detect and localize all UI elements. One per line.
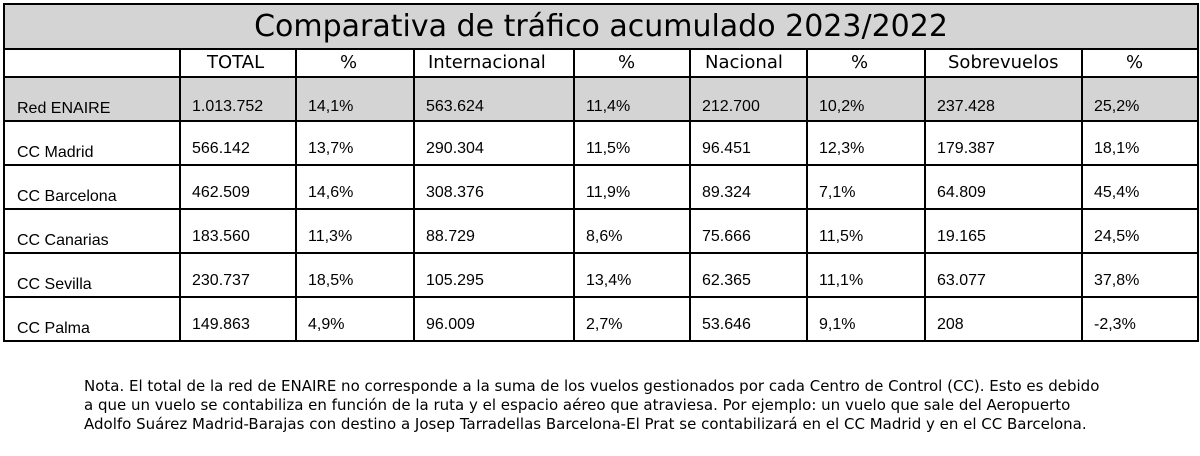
footnote-line: a que un vuelo se contabiliza en función… — [84, 396, 1071, 414]
total-cell: 566.142 — [179, 120, 297, 166]
nacional-pct-cell: 7,1% — [806, 164, 926, 210]
nacional-cell: 212.700 — [689, 76, 808, 122]
nacional-pct-cell: 11,5% — [806, 208, 926, 254]
total-cell: 462.509 — [179, 164, 297, 210]
table-row: CC Canarias 183.560 11,3% 88.729 8,6% 75… — [3, 208, 1200, 254]
column-header-nacional-pct: % — [806, 48, 926, 78]
table-row: Red ENAIRE 1.013.752 14,1% 563.624 11,4%… — [3, 76, 1200, 122]
total-pct-cell: 13,7% — [295, 120, 415, 166]
sobrevuelos-cell: 19.165 — [924, 208, 1083, 254]
column-header-sobrevuelos: Sobrevuelos — [924, 48, 1083, 78]
internacional-pct-cell: 11,5% — [573, 120, 691, 166]
sobrevuelos-pct-cell: 24,5% — [1080, 208, 1200, 254]
table-row: CC Madrid 566.142 13,7% 290.304 11,5% 96… — [3, 120, 1200, 166]
internacional-pct-cell: 13,4% — [573, 252, 691, 298]
sobrevuelos-cell: 64.809 — [924, 164, 1083, 210]
sobrevuelos-pct-cell: 37,8% — [1080, 252, 1200, 298]
internacional-cell: 88.729 — [413, 208, 575, 254]
row-label: CC Sevilla — [3, 252, 181, 298]
column-header-total: TOTAL — [179, 48, 297, 78]
sobrevuelos-pct-cell: 45,4% — [1080, 164, 1200, 210]
internacional-cell: 563.624 — [413, 76, 575, 122]
nacional-pct-cell: 11,1% — [806, 252, 926, 298]
sobrevuelos-cell: 63.077 — [924, 252, 1083, 298]
sobrevuelos-cell: 237.428 — [924, 76, 1083, 122]
sobrevuelos-cell: 208 — [924, 296, 1083, 342]
total-pct-cell: 4,9% — [295, 296, 415, 342]
total-cell: 1.013.752 — [179, 76, 297, 122]
table-row: CC Palma 149.863 4,9% 96.009 2,7% 53.646… — [3, 296, 1200, 342]
internacional-pct-cell: 2,7% — [573, 296, 691, 342]
nacional-pct-cell: 9,1% — [806, 296, 926, 342]
row-label: Red ENAIRE — [3, 76, 181, 122]
table-row: CC Barcelona 462.509 14,6% 308.376 11,9%… — [3, 164, 1200, 210]
footnote-line: Adolfo Suárez Madrid-Barajas con destino… — [84, 415, 1087, 433]
internacional-cell: 308.376 — [413, 164, 575, 210]
internacional-cell: 96.009 — [413, 296, 575, 342]
table-row: CC Sevilla 230.737 18,5% 105.295 13,4% 6… — [3, 252, 1200, 298]
internacional-pct-cell: 11,9% — [573, 164, 691, 210]
column-header-internacional: Internacional — [413, 48, 575, 78]
row-label: CC Barcelona — [3, 164, 181, 210]
sobrevuelos-cell: 179.387 — [924, 120, 1083, 166]
internacional-cell: 105.295 — [413, 252, 575, 298]
internacional-pct-cell: 8,6% — [573, 208, 691, 254]
total-pct-cell: 14,6% — [295, 164, 415, 210]
nacional-cell: 62.365 — [689, 252, 808, 298]
row-label: CC Palma — [3, 296, 181, 342]
total-pct-cell: 18,5% — [295, 252, 415, 298]
nacional-pct-cell: 12,3% — [806, 120, 926, 166]
total-cell: 230.737 — [179, 252, 297, 298]
header-row: TOTAL % Internacional % Nacional % Sobre… — [3, 48, 1200, 78]
row-label: CC Madrid — [3, 120, 181, 166]
row-label: CC Canarias — [3, 208, 181, 254]
nacional-cell: 89.324 — [689, 164, 808, 210]
corner-header-cell — [3, 48, 181, 78]
nacional-cell: 96.451 — [689, 120, 808, 166]
column-header-internacional-pct: % — [573, 48, 691, 78]
table-title: Comparativa de tráfico acumulado 2023/20… — [2, 3, 1200, 50]
footnote: Nota. El total de la red de ENAIRE no co… — [84, 377, 1174, 434]
nacional-cell: 75.666 — [689, 208, 808, 254]
total-pct-cell: 14,1% — [295, 76, 415, 122]
total-cell: 149.863 — [179, 296, 297, 342]
nacional-pct-cell: 10,2% — [806, 76, 926, 122]
internacional-pct-cell: 11,4% — [573, 76, 691, 122]
sobrevuelos-pct-cell: 25,2% — [1080, 76, 1200, 122]
total-cell: 183.560 — [179, 208, 297, 254]
sobrevuelos-pct-cell: 18,1% — [1080, 120, 1200, 166]
internacional-cell: 290.304 — [413, 120, 575, 166]
nacional-cell: 53.646 — [689, 296, 808, 342]
sobrevuelos-pct-cell: -2,3% — [1080, 296, 1200, 342]
footnote-line: Nota. El total de la red de ENAIRE no co… — [84, 377, 1100, 395]
total-pct-cell: 11,3% — [295, 208, 415, 254]
column-header-total-pct: % — [295, 48, 415, 78]
traffic-comparison-table: Comparativa de tráfico acumulado 2023/20… — [2, 3, 1200, 342]
column-header-nacional: Nacional — [689, 48, 808, 78]
column-header-sobrevuelos-pct: % — [1080, 48, 1200, 78]
